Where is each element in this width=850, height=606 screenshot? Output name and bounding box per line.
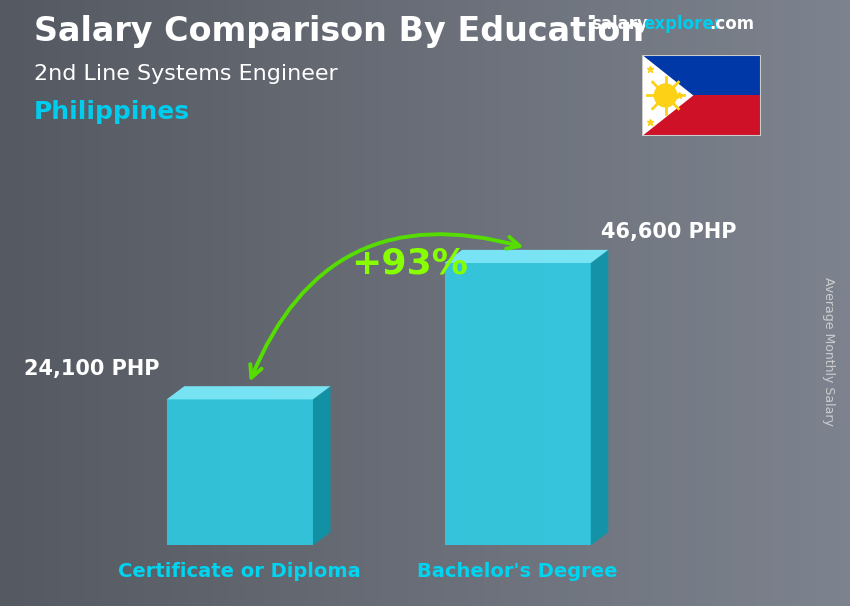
Circle shape bbox=[654, 84, 677, 107]
Text: Salary Comparison By Education: Salary Comparison By Education bbox=[34, 15, 644, 48]
Polygon shape bbox=[445, 263, 591, 545]
Polygon shape bbox=[313, 386, 331, 545]
Text: 46,600 PHP: 46,600 PHP bbox=[601, 222, 736, 242]
Text: 24,100 PHP: 24,100 PHP bbox=[24, 359, 160, 379]
Text: +93%: +93% bbox=[351, 247, 468, 281]
Bar bbox=[642, 95, 761, 136]
Bar bbox=[642, 55, 761, 95]
Text: 2nd Line Systems Engineer: 2nd Line Systems Engineer bbox=[34, 64, 337, 84]
Polygon shape bbox=[167, 399, 313, 545]
Polygon shape bbox=[167, 386, 331, 399]
Text: Philippines: Philippines bbox=[34, 100, 190, 124]
Text: .com: .com bbox=[709, 15, 754, 33]
Polygon shape bbox=[591, 250, 609, 545]
Text: salary: salary bbox=[591, 15, 648, 33]
Polygon shape bbox=[642, 55, 694, 136]
Text: explorer: explorer bbox=[643, 15, 722, 33]
Text: Average Monthly Salary: Average Monthly Salary bbox=[822, 277, 836, 426]
Polygon shape bbox=[445, 250, 609, 263]
